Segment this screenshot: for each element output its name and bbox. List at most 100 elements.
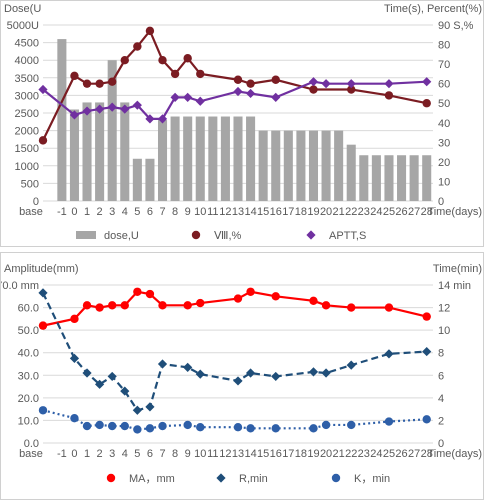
data-point <box>246 79 255 88</box>
data-point <box>95 79 104 88</box>
data-point <box>271 75 280 84</box>
data-point <box>195 369 205 379</box>
data-point <box>233 86 243 97</box>
data-point <box>271 292 280 301</box>
data-point <box>321 368 331 378</box>
data-point <box>183 420 192 430</box>
data-point <box>95 303 104 312</box>
data-point <box>196 298 205 308</box>
legend: MA，mm R,min K，min <box>106 473 390 485</box>
left-tick-label: 40.0 <box>18 348 39 360</box>
bar <box>95 102 105 201</box>
data-point <box>233 294 243 303</box>
data-point <box>170 92 180 102</box>
x-tick-label: 6 <box>147 448 153 460</box>
data-point <box>309 296 318 305</box>
legend-label: MA，mm <box>129 473 175 485</box>
left-tick-label: 500 <box>21 178 39 190</box>
line-series <box>38 77 432 124</box>
data-point <box>346 360 356 370</box>
left-axis-title: Dose(U <box>4 3 41 15</box>
bar <box>170 116 180 201</box>
data-point <box>38 84 48 95</box>
right-tick-label: 20 <box>438 157 450 169</box>
left-tick-label: 50.0 <box>18 325 39 337</box>
left-tick-label: 0.0 <box>24 438 39 450</box>
bar <box>208 116 218 201</box>
data-point <box>233 423 243 432</box>
left-tick-label: 70.0 mm <box>1 280 39 292</box>
x-tick-label: 7 <box>159 206 165 218</box>
data-point <box>384 349 394 359</box>
data-point <box>133 425 142 434</box>
bar <box>321 130 331 201</box>
right-tick-label: 70 <box>438 59 450 71</box>
x-tick-label: 9 <box>185 448 191 460</box>
data-point <box>157 114 168 124</box>
data-point <box>70 71 79 81</box>
bar <box>183 116 193 201</box>
right-tick-label: 10 <box>438 325 450 337</box>
data-point <box>233 75 243 84</box>
data-point <box>422 346 432 357</box>
x-tick-label: 25 <box>383 448 395 460</box>
x-tick-label: 20 <box>320 448 332 460</box>
line-series <box>38 26 431 145</box>
data-point <box>170 69 180 79</box>
right-tick-label: 14 min <box>438 280 471 292</box>
x-tick-label: 3 <box>109 448 115 460</box>
left-tick-label: 60.0 <box>18 303 39 315</box>
bar <box>371 155 381 201</box>
x-tick-label: 18 <box>295 206 307 218</box>
x-tick-label: 6 <box>147 206 153 218</box>
bar <box>220 116 230 201</box>
left-tick-label: 20.0 <box>18 393 39 405</box>
bar <box>82 102 92 201</box>
x-tick-label: 16 <box>270 206 282 218</box>
teg-chart-panel: 0.010.020.030.040.050.060.070.0 mm024681… <box>0 252 484 500</box>
data-point <box>95 104 105 114</box>
x-tick-label: 23 <box>358 206 370 218</box>
x-tick-label: 24 <box>370 206 382 218</box>
x-tick-label: 13 <box>232 206 244 218</box>
x-tick-label: 14 <box>244 206 256 218</box>
data-point <box>82 301 92 310</box>
data-point <box>422 99 431 108</box>
teg-chart: 0.010.020.030.040.050.060.070.0 mm024681… <box>0 263 482 485</box>
x-tick-label: 5 <box>134 206 140 218</box>
data-point <box>233 376 243 386</box>
data-point <box>309 424 318 433</box>
bar <box>157 120 168 201</box>
data-point <box>145 424 155 433</box>
data-point <box>384 303 394 312</box>
data-point <box>347 420 356 430</box>
data-point <box>246 287 255 296</box>
x-tick-label: 20 <box>320 206 332 218</box>
data-point <box>145 289 155 299</box>
x-tick-label: 12 <box>219 448 231 460</box>
data-point <box>245 88 256 99</box>
left-tick-label: 3500 <box>15 73 39 85</box>
bar <box>246 116 256 201</box>
data-point <box>384 79 394 89</box>
x-tick-label: 7 <box>159 448 165 460</box>
bar <box>195 116 205 201</box>
x-tick-label: 2 <box>97 448 103 460</box>
x-tick-label: 5 <box>134 448 140 460</box>
data-point <box>384 417 394 426</box>
x-tick-label: 26 <box>395 448 407 460</box>
right-tick-label: 0 <box>438 196 444 208</box>
legend-swatch <box>191 230 201 240</box>
legend-swatch <box>216 473 226 483</box>
data-point <box>70 413 79 423</box>
right-tick-label: 12 <box>438 303 450 315</box>
left-axis-title: Amplitude(mm) <box>4 263 79 275</box>
x-tick-label: 19 <box>307 448 319 460</box>
data-point <box>107 421 117 431</box>
right-tick-label: 50 <box>438 98 450 110</box>
legend-label: dose,U <box>104 230 139 242</box>
bar <box>296 130 306 201</box>
bar <box>283 130 293 201</box>
x-tick-label: 2 <box>97 206 103 218</box>
left-tick-label: 1000 <box>15 161 39 173</box>
